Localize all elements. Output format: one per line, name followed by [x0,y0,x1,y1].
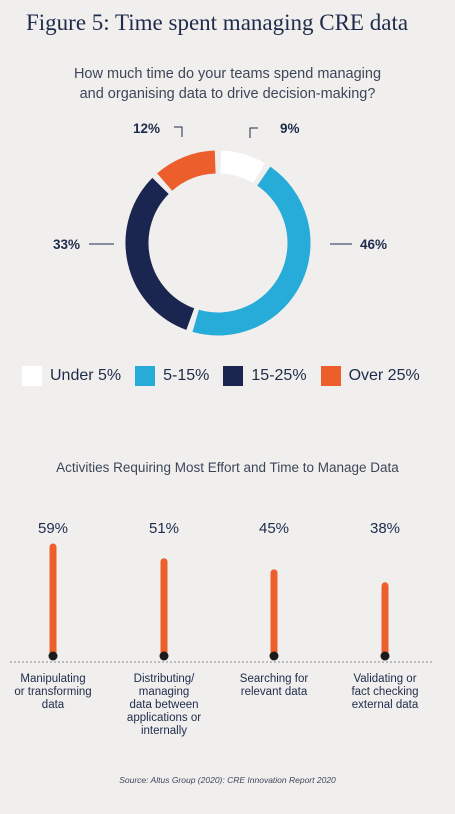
bar-base-dot-1 [48,651,58,661]
bar-category-label-1: Manipulating or transforming data [14,673,92,711]
legend-swatch-15-25 [223,366,244,386]
legend-swatch-under-5 [22,366,42,386]
legend-item-15-25: 15-25% [223,366,307,386]
donut-slice-5-15 [192,166,311,336]
source-note: Source: Altus Group (2020): CRE Innovati… [119,775,336,785]
donut-legend: Under 5% 5-15% 15-25% Over 25% [22,366,420,386]
donut-subtitle: How much time do your teams spend managi… [73,66,382,102]
bar-category-label-3: Searching for relevant data [239,673,309,698]
donut-value-label-5-15: 46% [360,237,387,252]
bar-base-dot-2 [159,651,169,661]
legend-label-over-25: Over 25% [348,367,420,384]
legend-item-over-25: Over 25% [320,366,420,386]
donut-leader-line-under-5 [249,127,258,138]
bar-category-label-4: Validating or fact checking external dat… [351,673,419,711]
bar-category-label-2: Distributing/ managing data between appl… [126,673,202,737]
bar-value-label-2: 51% [148,520,180,537]
legend-swatch-5-15 [135,366,156,386]
bar-chart-title: Activities Requiring Most Effort and Tim… [56,460,399,475]
legend-swatch-over-25 [320,366,341,386]
bar-base-dot-4 [380,651,390,661]
figure-title: Figure 5: Time spent managing CRE data [26,10,409,35]
donut-slice-over-25 [157,150,217,191]
bar-value-label-3: 45% [258,520,290,537]
donut-value-label-under-5: 9% [280,121,300,136]
donut-slice-under-5 [219,150,265,184]
legend-item-5-15: 5-15% [135,366,209,386]
legend-label-under-5: Under 5% [50,367,122,384]
bar-base-dot-3 [269,651,279,661]
legend-label-5-15: 5-15% [163,367,210,384]
bar-value-label-4: 38% [369,520,401,537]
donut-leader-line-over-25 [174,126,183,137]
legend-item-under-5: Under 5% [22,366,121,386]
bar-value-label-1: 59% [37,520,69,537]
donut-slice-15-25 [125,177,195,330]
donut-value-label-15-25: 33% [53,237,80,252]
donut-value-label-over-25: 12% [133,121,160,136]
legend-label-15-25: 15-25% [251,367,307,384]
